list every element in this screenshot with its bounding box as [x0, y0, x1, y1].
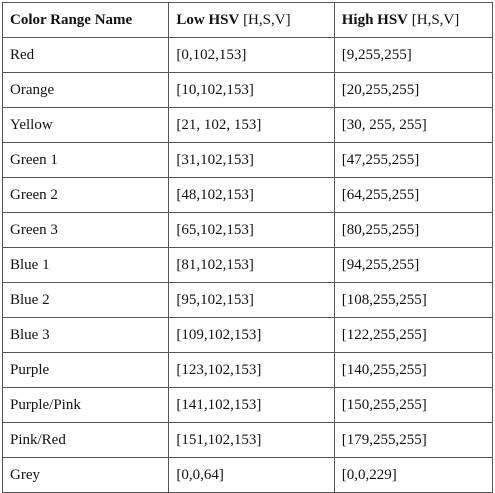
high-hsv-cell: [64,255,255] [333, 177, 494, 213]
high-hsv-cell: [80,255,255] [333, 212, 494, 248]
table-row: Purple/Pink [141,102,153] [150,255,255] [1, 387, 494, 423]
low-hsv-cell: [141,102,153] [168, 387, 335, 423]
table-row: Yellow [21, 102, 153] [30, 255, 255] [1, 107, 494, 143]
table-row: Purple [123,102,153] [140,255,255] [1, 352, 494, 388]
color-range-name-cell: Green 1 [1, 142, 170, 178]
header-label-rest: [H,S,V] [408, 11, 460, 28]
color-range-name-cell: Grey [1, 457, 170, 493]
color-range-name-cell: Pink/Red [1, 422, 170, 458]
low-hsv-cell: [10,102,153] [168, 72, 335, 108]
high-hsv-cell: [0,0,229] [333, 457, 494, 493]
high-hsv-cell: [20,255,255] [333, 72, 494, 108]
table-header-row: Color Range Name Low HSV [H,S,V] High HS… [1, 2, 494, 38]
table-row: Blue 1 [81,102,153] [94,255,255] [1, 247, 494, 283]
high-hsv-cell: [47,255,255] [333, 142, 494, 178]
color-range-name-cell: Yellow [1, 107, 170, 143]
high-hsv-cell: [150,255,255] [333, 387, 494, 423]
high-hsv-cell: [108,255,255] [333, 282, 494, 318]
low-hsv-cell: [0,0,64] [168, 457, 335, 493]
low-hsv-cell: [21, 102, 153] [168, 107, 335, 143]
high-hsv-cell: [179,255,255] [333, 422, 494, 458]
color-range-name-cell: Orange [1, 72, 170, 108]
low-hsv-cell: [48,102,153] [168, 177, 335, 213]
header-label-bold: Low HSV [176, 11, 240, 28]
color-range-name-cell: Green 3 [1, 212, 170, 248]
color-range-name-cell: Blue 2 [1, 282, 170, 318]
table-row: Blue 3 [109,102,153] [122,255,255] [1, 317, 494, 353]
color-range-name-cell: Purple/Pink [1, 387, 170, 423]
table-row: Green 2 [48,102,153] [64,255,255] [1, 177, 494, 213]
color-range-name-cell: Blue 1 [1, 247, 170, 283]
table-row: Orange [10,102,153] [20,255,255] [1, 72, 494, 108]
low-hsv-cell: [0,102,153] [168, 37, 335, 73]
color-range-name-cell: Purple [1, 352, 170, 388]
header-low-hsv: Low HSV [H,S,V] [168, 2, 335, 38]
low-hsv-cell: [65,102,153] [168, 212, 335, 248]
color-range-name-cell: Red [1, 37, 170, 73]
low-hsv-cell: [109,102,153] [168, 317, 335, 353]
high-hsv-cell: [30, 255, 255] [333, 107, 494, 143]
color-range-name-cell: Green 2 [1, 177, 170, 213]
high-hsv-cell: [140,255,255] [333, 352, 494, 388]
high-hsv-cell: [9,255,255] [333, 37, 494, 73]
header-label-bold: Color Range Name [10, 11, 133, 28]
table-row: Green 1 [31,102,153] [47,255,255] [1, 142, 494, 178]
high-hsv-cell: [94,255,255] [333, 247, 494, 283]
table-row: Blue 2 [95,102,153] [108,255,255] [1, 282, 494, 318]
header-label-bold: High HSV [341, 11, 409, 28]
color-range-name-cell: Blue 3 [1, 317, 170, 353]
high-hsv-cell: [122,255,255] [333, 317, 494, 353]
table-row: Green 3 [65,102,153] [80,255,255] [1, 212, 494, 248]
low-hsv-cell: [31,102,153] [168, 142, 335, 178]
low-hsv-cell: [123,102,153] [168, 352, 335, 388]
low-hsv-cell: [95,102,153] [168, 282, 335, 318]
low-hsv-cell: [151,102,153] [168, 422, 335, 458]
header-label-rest: [H,S,V] [239, 11, 291, 28]
header-high-hsv: High HSV [H,S,V] [333, 2, 494, 38]
header-color-range-name: Color Range Name [1, 2, 170, 38]
table-row: Red [0,102,153] [9,255,255] [1, 37, 494, 73]
low-hsv-cell: [81,102,153] [168, 247, 335, 283]
table-row: Grey [0,0,64] [0,0,229] [1, 457, 494, 493]
table-row: Pink/Red [151,102,153] [179,255,255] [1, 422, 494, 458]
